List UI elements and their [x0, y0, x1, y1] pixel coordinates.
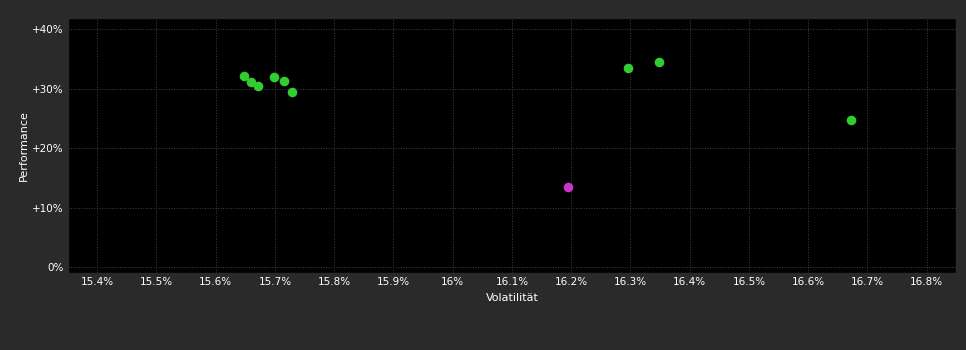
- X-axis label: Volatilität: Volatilität: [486, 293, 538, 303]
- Point: [250, 83, 266, 89]
- Point: [266, 74, 281, 80]
- Point: [843, 117, 859, 122]
- Point: [620, 65, 636, 71]
- Point: [651, 59, 667, 65]
- Point: [243, 79, 259, 84]
- Point: [276, 78, 292, 84]
- Point: [560, 184, 576, 190]
- Point: [237, 73, 252, 78]
- Y-axis label: Performance: Performance: [19, 110, 29, 181]
- Point: [284, 89, 299, 95]
